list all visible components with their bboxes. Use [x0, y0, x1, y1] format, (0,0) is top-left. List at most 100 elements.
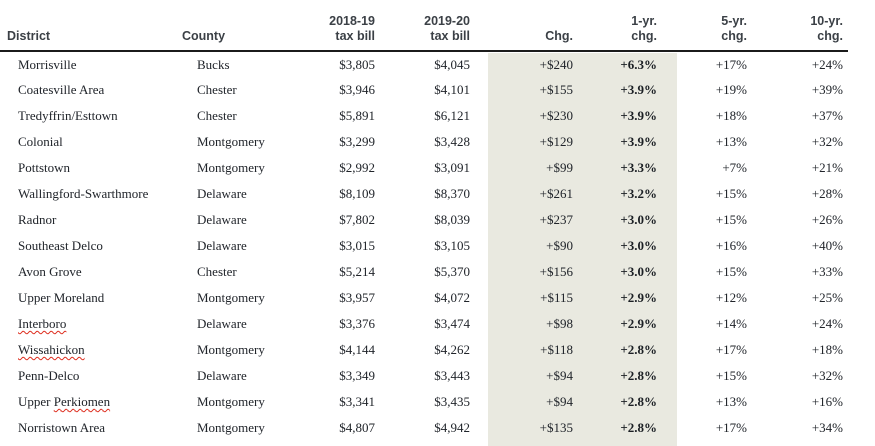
district-name: Coatesville Area: [18, 82, 105, 97]
chg-5yr-cell: +17%: [715, 342, 747, 357]
tax-2018-19-cell: $7,802: [339, 212, 375, 227]
district-cell: Southeast Delco: [0, 233, 175, 259]
district-cell: Penn-Delco: [0, 363, 175, 389]
table-row: Pottstown Montgomery $2,992 $3,091 +$99 …: [0, 155, 848, 181]
tax-2019-20-cell: $4,072: [434, 290, 470, 305]
tax-2019-20-cell: $4,262: [434, 342, 470, 357]
chg-1yr-cell: +3.0%: [620, 238, 657, 253]
chg-10yr-cell: +18%: [811, 342, 843, 357]
district-name: Upper Moreland: [18, 290, 105, 305]
tax-2018-19-cell: $3,349: [339, 368, 375, 383]
chg-10yr-cell: +26%: [811, 212, 843, 227]
chg-10yr-cell: +28%: [811, 186, 843, 201]
table-row: Norristown Area Montgomery $4,807 $4,942…: [0, 415, 848, 441]
county-cell: Delaware: [197, 186, 247, 201]
table-row: Interboro Delaware $3,376 $3,474 +$98 +2…: [0, 311, 848, 337]
district-cell: Morrisville: [0, 51, 175, 77]
chg-10yr-cell: +33%: [811, 264, 843, 279]
tax-2019-20-cell: $3,435: [434, 394, 470, 409]
table-row: Penn-Delco Delaware $3,349 $3,443 +$94 +…: [0, 363, 848, 389]
tax-2018-19-cell: $3,805: [339, 56, 375, 72]
chg-10yr-cell: +24%: [811, 316, 843, 331]
district-name: Upper: [18, 394, 54, 409]
district-name: Morrisville: [18, 56, 77, 72]
chg-cell: +$99: [546, 160, 573, 175]
chg-10yr-cell: +37%: [811, 108, 843, 123]
chg-1yr-cell: +2.9%: [620, 290, 657, 305]
chg-cell: +$94: [546, 394, 573, 409]
chg-10yr-cell: +39%: [811, 82, 843, 97]
chg-1yr-cell: +3.9%: [620, 108, 657, 123]
chg-cell: +$155: [539, 82, 573, 97]
header-1yr-chg: 1-yr. chg.: [578, 0, 662, 52]
table-row: Coatesville Area Chester $3,946 $4,101 +…: [0, 77, 848, 103]
tax-2018-19-cell: $4,807: [339, 420, 375, 435]
chg-cell: +$240: [539, 56, 573, 72]
county-cell: Chester: [197, 264, 237, 279]
chg-10yr-cell: +34%: [811, 420, 843, 435]
chg-cell: +$90: [546, 238, 573, 253]
county-cell: Delaware: [197, 212, 247, 227]
district-cell: Interboro: [0, 311, 175, 337]
county-cell: Montgomery: [197, 394, 265, 409]
chg-1yr-cell: +2.9%: [620, 316, 657, 331]
district-cell: Coatesville Area: [0, 77, 175, 103]
tax-2018-19-cell: $3,946: [339, 82, 375, 97]
chg-5yr-cell: +15%: [715, 264, 747, 279]
chg-1yr-cell: +2.8%: [620, 420, 657, 435]
chg-1yr-cell: +3.9%: [620, 134, 657, 149]
table-row: Morrisville Bucks $3,805 $4,045 +$240 +6…: [0, 51, 848, 77]
tax-2019-20-cell: $4,101: [434, 82, 470, 97]
chg-1yr-cell: +2.8%: [620, 394, 657, 409]
tax-2018-19-cell: $3,015: [339, 238, 375, 253]
tax-2019-20-cell: $8,039: [434, 212, 470, 227]
chg-cell: +$129: [539, 134, 573, 149]
district-cell: Norristown Area: [0, 415, 175, 441]
chg-cell: +$98: [546, 316, 573, 331]
district-cell: Wissahickon: [0, 337, 175, 363]
district-name: Wallingford-Swarthmore: [18, 186, 149, 201]
district-name: Penn-Delco: [18, 368, 80, 383]
tax-2019-20-cell: $3,091: [434, 160, 470, 175]
table-row: Southeast Delco Delaware $3,015 $3,105 +…: [0, 233, 848, 259]
chg-5yr-cell: +17%: [715, 56, 747, 72]
header-5yr-chg: 5-yr. chg.: [662, 0, 752, 52]
county-cell: Bucks: [197, 56, 230, 72]
chg-1yr-cell: +3.9%: [620, 82, 657, 97]
header-row: District County 2018-19 tax bill 2019-20…: [0, 0, 848, 52]
district-cell: Upper Perkiomen: [0, 389, 175, 415]
chg-1yr-cell: +3.2%: [620, 186, 657, 201]
tax-2019-20-cell: $3,105: [434, 238, 470, 253]
tax-2019-20-cell: $4,942: [434, 420, 470, 435]
chg-5yr-cell: +15%: [715, 368, 747, 383]
chg-cell: +$230: [539, 108, 573, 123]
chg-cell: +$261: [539, 186, 573, 201]
county-cell: Delaware: [197, 368, 247, 383]
chg-10yr-cell: +21%: [811, 160, 843, 175]
highlight-band: [488, 53, 677, 446]
tax-2019-20-cell: $5,370: [434, 264, 470, 279]
table-row: Tredyffrin/Esttown Chester $5,891 $6,121…: [0, 103, 848, 129]
chg-1yr-cell: +3.3%: [620, 160, 657, 175]
tax-2018-19-cell: $3,957: [339, 290, 375, 305]
county-cell: Montgomery: [197, 290, 265, 305]
district-name-misspelled-word: Perkiomen: [53, 394, 111, 409]
district-name-misspelled-word: Wissahickon: [18, 342, 85, 357]
chg-5yr-cell: +13%: [715, 134, 747, 149]
table-header: District County 2018-19 tax bill 2019-20…: [0, 0, 848, 52]
chg-5yr-cell: +13%: [715, 394, 747, 409]
county-cell: Delaware: [197, 316, 247, 331]
chg-1yr-cell: +6.3%: [620, 56, 657, 72]
tax-2018-19-cell: $3,376: [339, 316, 375, 331]
tax-2019-20-cell: $3,474: [434, 316, 470, 331]
tax-2018-19-cell: $3,299: [339, 134, 375, 149]
county-cell: Montgomery: [197, 160, 265, 175]
chg-5yr-cell: +16%: [715, 238, 747, 253]
header-2019-20-bill: 2019-20 tax bill: [380, 0, 475, 52]
chg-cell: +$115: [540, 290, 573, 305]
tax-2018-19-cell: $3,341: [339, 394, 375, 409]
header-chg: Chg.: [475, 0, 578, 52]
table-row: Colonial Montgomery $3,299 $3,428 +$129 …: [0, 129, 848, 155]
tax-2019-20-cell: $6,121: [434, 108, 470, 123]
